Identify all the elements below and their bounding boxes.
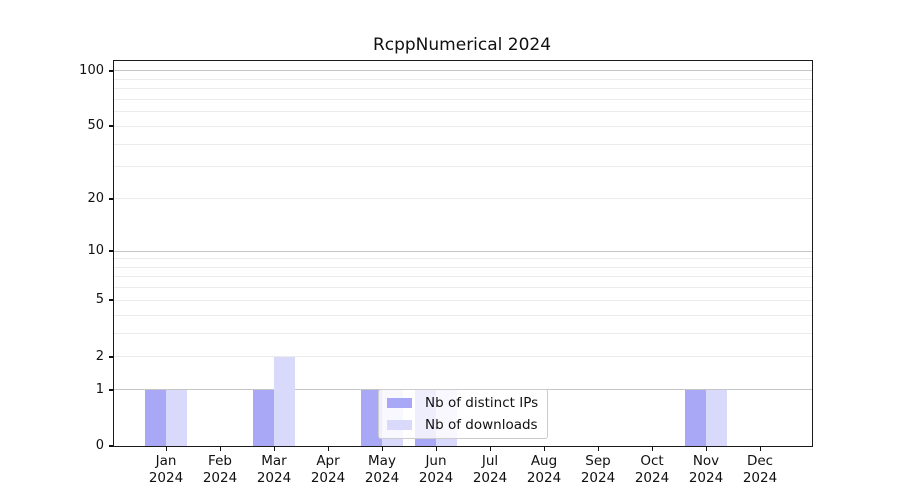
x-tick-label: Aug 2024 xyxy=(526,453,562,486)
y-tick-label: 100 xyxy=(79,62,104,78)
x-tick xyxy=(273,447,275,451)
x-tick xyxy=(651,447,653,451)
legend-label-downloads: Nb of downloads xyxy=(425,417,538,433)
y-minor-gridline xyxy=(114,111,812,113)
y-tick-label: 20 xyxy=(87,190,104,206)
y-minor-gridline xyxy=(114,78,812,80)
y-minor-gridline xyxy=(114,258,812,260)
y-tick xyxy=(109,197,113,200)
x-tick xyxy=(435,447,437,451)
y-tick-label: 50 xyxy=(87,118,104,134)
y-major-gridline xyxy=(114,70,812,72)
x-tick xyxy=(327,447,329,451)
y-minor-gridline xyxy=(114,356,812,358)
bar-distinct-ips xyxy=(685,389,706,446)
y-minor-gridline xyxy=(114,332,812,334)
y-tick xyxy=(109,299,113,302)
y-tick-label: 0 xyxy=(95,438,104,453)
y-minor-gridline xyxy=(114,88,812,90)
y-minor-gridline xyxy=(114,166,812,168)
y-major-gridline xyxy=(114,250,812,252)
x-tick xyxy=(705,447,707,451)
y-tick-label: 5 xyxy=(95,292,104,308)
x-tick-label: Nov 2024 xyxy=(688,453,724,486)
bar-downloads xyxy=(166,389,187,446)
legend-swatch-distinct-ips xyxy=(387,398,412,408)
x-tick-label: May 2024 xyxy=(364,453,400,486)
x-tick xyxy=(543,447,545,451)
legend-item-downloads: Nb of downloads xyxy=(379,416,547,434)
x-tick xyxy=(759,447,761,451)
y-tick xyxy=(109,445,113,447)
y-minor-gridline xyxy=(114,198,812,199)
bar-downloads xyxy=(274,356,295,446)
x-tick-label: Jun 2024 xyxy=(418,453,454,486)
y-tick xyxy=(109,69,113,72)
y-minor-gridline xyxy=(114,299,812,301)
y-minor-gridline xyxy=(114,125,812,127)
x-tick-label: Feb 2024 xyxy=(202,453,238,486)
y-tick xyxy=(109,355,113,358)
x-tick xyxy=(165,447,167,451)
y-tick xyxy=(109,125,113,128)
legend-label-distinct-ips: Nb of distinct IPs xyxy=(425,395,539,411)
y-tick xyxy=(109,388,113,391)
legend: Nb of distinct IPs Nb of downloads xyxy=(378,389,548,439)
y-minor-gridline xyxy=(114,98,812,100)
y-minor-gridline xyxy=(114,266,812,268)
bar-distinct-ips xyxy=(145,389,166,446)
x-tick xyxy=(381,447,383,451)
bar-distinct-ips xyxy=(361,389,382,446)
bar-downloads xyxy=(706,389,727,446)
x-tick xyxy=(597,447,599,451)
x-tick-label: Apr 2024 xyxy=(310,453,346,486)
legend-swatch-downloads xyxy=(387,420,412,430)
y-minor-gridline xyxy=(114,287,812,289)
x-tick-label: Oct 2024 xyxy=(634,453,670,486)
legend-item-distinct-ips: Nb of distinct IPs xyxy=(379,394,547,412)
x-tick-label: Sep 2024 xyxy=(580,453,616,486)
x-tick xyxy=(219,447,221,451)
x-tick-label: Mar 2024 xyxy=(256,453,292,486)
x-tick-label: Dec 2024 xyxy=(742,453,778,486)
y-tick-label: 2 xyxy=(95,348,104,364)
y-tick xyxy=(109,250,113,253)
chart-title: RcppNumerical 2024 xyxy=(372,35,552,55)
y-minor-gridline xyxy=(114,143,812,145)
bar-distinct-ips xyxy=(253,389,274,446)
x-tick-label: Jul 2024 xyxy=(472,453,508,486)
y-tick-label: 1 xyxy=(95,381,104,397)
x-tick xyxy=(489,447,491,451)
y-minor-gridline xyxy=(114,276,812,278)
x-tick-label: Jan 2024 xyxy=(148,453,184,486)
y-tick-label: 10 xyxy=(87,243,104,259)
y-minor-gridline xyxy=(114,314,812,316)
